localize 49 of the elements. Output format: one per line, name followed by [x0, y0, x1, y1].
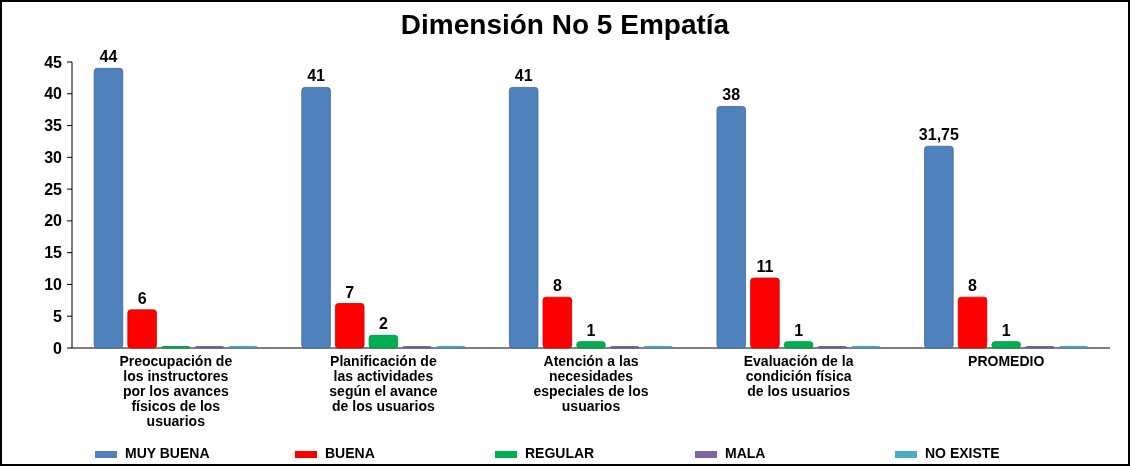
bar	[716, 106, 746, 349]
y-tick-label: 10	[44, 276, 63, 294]
data-label: 1	[586, 321, 596, 339]
bar	[508, 87, 539, 349]
x-tick-label: Preocupación de los instructores por los avances físicos de los usuarios	[119, 353, 233, 429]
data-label: 8	[968, 277, 978, 295]
data-label: 41	[514, 67, 533, 85]
y-tick-label: 40	[44, 85, 63, 103]
data-label: 41	[307, 67, 326, 85]
x-tick-label: PROMEDIO	[968, 353, 1045, 369]
bar	[127, 309, 157, 349]
bar	[368, 334, 399, 349]
y-tick-label: 45	[44, 53, 63, 71]
bar	[957, 296, 988, 349]
data-label: 11	[756, 258, 774, 276]
data-label: 7	[345, 283, 355, 301]
legend-label: NO EXISTE	[925, 445, 1000, 461]
data-label: 1	[1001, 321, 1011, 339]
bar	[991, 341, 1021, 349]
x-tick-label: Atención a las necesidades especiales de los usuarios	[533, 353, 649, 414]
y-tick-label: 25	[44, 180, 63, 198]
legend-label: BUENA	[325, 445, 375, 461]
x-tick-label: Evaluación de la condición física de los usuarios	[743, 353, 854, 399]
y-tick-label: 20	[44, 212, 63, 230]
data-label: 8	[552, 277, 562, 295]
data-label: 2	[378, 315, 388, 333]
legend-label: REGULAR	[525, 445, 595, 461]
y-tick-label: 5	[53, 307, 63, 325]
bar	[542, 296, 573, 349]
x-tick-label: Planificación de las actividades según el avance de los usuarios	[329, 353, 438, 414]
legend-label: MUY BUENA	[125, 445, 210, 461]
y-tick-label: 30	[44, 148, 63, 166]
data-label: 6	[137, 289, 147, 307]
bar	[924, 145, 954, 349]
bar	[335, 303, 365, 349]
data-label: 44	[99, 48, 118, 66]
y-tick-label: 35	[44, 117, 63, 135]
bar	[783, 341, 814, 349]
bar	[576, 341, 606, 349]
bar	[93, 67, 124, 349]
y-tick-label: 0	[53, 339, 63, 357]
bar	[750, 277, 780, 349]
bar	[301, 87, 331, 349]
legend-label: MALA	[725, 445, 766, 461]
data-label: 38	[722, 86, 741, 104]
data-label: 1	[794, 321, 804, 339]
y-tick-label: 15	[44, 244, 63, 262]
chart-title: Dimensión No 5 Empatía	[400, 9, 730, 40]
data-label: 31,75	[918, 126, 959, 144]
